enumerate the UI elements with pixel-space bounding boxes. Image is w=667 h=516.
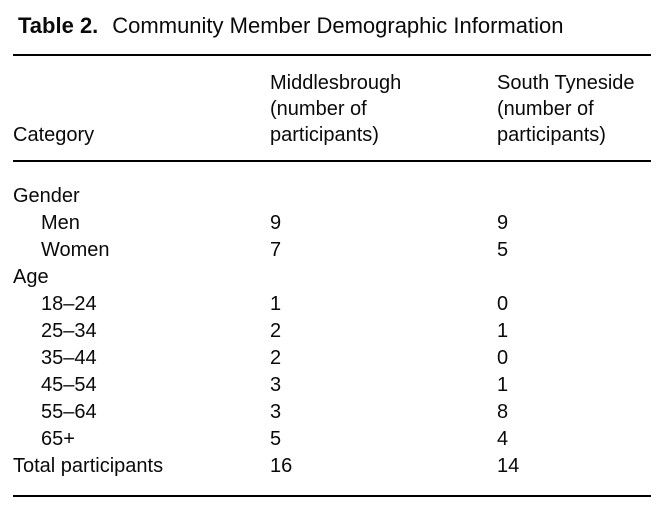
south-tyneside-value: 9 <box>497 212 509 234</box>
table-header: Category Middlesbrough (number of partic… <box>13 55 651 162</box>
header-line: (number of <box>497 98 594 120</box>
table-row-age: Age <box>13 264 651 291</box>
table-body: Gender Men 9 9 Women 7 5 Age 18–24 <box>13 161 651 496</box>
row-label: Total participants <box>13 455 164 477</box>
south-tyneside-value: 1 <box>497 374 509 396</box>
header-line: participants) <box>270 124 379 146</box>
middlesbrough-value: 5 <box>270 428 282 450</box>
table-title: Table 2. Community Member Demographic Inf… <box>18 12 651 40</box>
south-tyneside-value: 1 <box>497 320 509 342</box>
row-label: 25–34 <box>41 320 97 342</box>
south-tyneside-value: 4 <box>497 428 509 450</box>
header-line: South Tyneside <box>497 72 635 94</box>
row-label: Age <box>13 266 49 288</box>
row-label: 65+ <box>41 428 75 450</box>
table-row-gender: Gender <box>13 161 651 210</box>
middlesbrough-value: 1 <box>270 293 282 315</box>
column-header-middlesbrough: Middlesbrough (number of participants) <box>270 55 497 162</box>
header-row: Category Middlesbrough (number of partic… <box>13 55 651 162</box>
middlesbrough-value: 16 <box>270 455 293 477</box>
header-line: Middlesbrough <box>270 72 402 94</box>
row-label: 18–24 <box>41 293 97 315</box>
middlesbrough-value: 9 <box>270 212 282 234</box>
row-label: Men <box>41 212 80 234</box>
south-tyneside-value: 8 <box>497 401 509 423</box>
table-row-total-participants: Total participants 16 14 <box>13 453 651 496</box>
middlesbrough-value: 2 <box>270 320 282 342</box>
column-header-south-tyneside: South Tyneside (number of participants) <box>497 55 651 162</box>
table-row-55-64: 55–64 3 8 <box>13 399 651 426</box>
table-row-men: Men 9 9 <box>13 210 651 237</box>
table-row-65-plus: 65+ 5 4 <box>13 426 651 453</box>
row-label: 55–64 <box>41 401 97 423</box>
row-label: Gender <box>13 185 80 207</box>
middlesbrough-value: 7 <box>270 239 282 261</box>
middlesbrough-value: 3 <box>270 401 282 423</box>
middlesbrough-value: 3 <box>270 374 282 396</box>
table-row-women: Women 7 5 <box>13 237 651 264</box>
middlesbrough-value <box>270 264 497 291</box>
row-label: 45–54 <box>41 374 97 396</box>
table-row-35-44: 35–44 2 0 <box>13 345 651 372</box>
demographics-table: Category Middlesbrough (number of partic… <box>13 54 651 497</box>
table-row-45-54: 45–54 3 1 <box>13 372 651 399</box>
header-line: participants) <box>497 124 606 146</box>
middlesbrough-value <box>270 161 497 210</box>
south-tyneside-value <box>497 264 651 291</box>
table-title-text: Community Member Demographic Information <box>112 13 564 38</box>
table-row-25-34: 25–34 2 1 <box>13 318 651 345</box>
south-tyneside-value: 5 <box>497 239 509 261</box>
table-row-18-24: 18–24 1 0 <box>13 291 651 318</box>
row-label: 35–44 <box>41 347 97 369</box>
table-number-label: Table 2. <box>18 13 99 38</box>
column-header-category: Category <box>13 55 270 162</box>
header-line: (number of <box>270 98 367 120</box>
middlesbrough-value: 2 <box>270 347 282 369</box>
row-label: Women <box>41 239 110 261</box>
south-tyneside-value: 14 <box>497 455 520 477</box>
south-tyneside-value <box>497 161 651 210</box>
south-tyneside-value: 0 <box>497 293 509 315</box>
south-tyneside-value: 0 <box>497 347 509 369</box>
